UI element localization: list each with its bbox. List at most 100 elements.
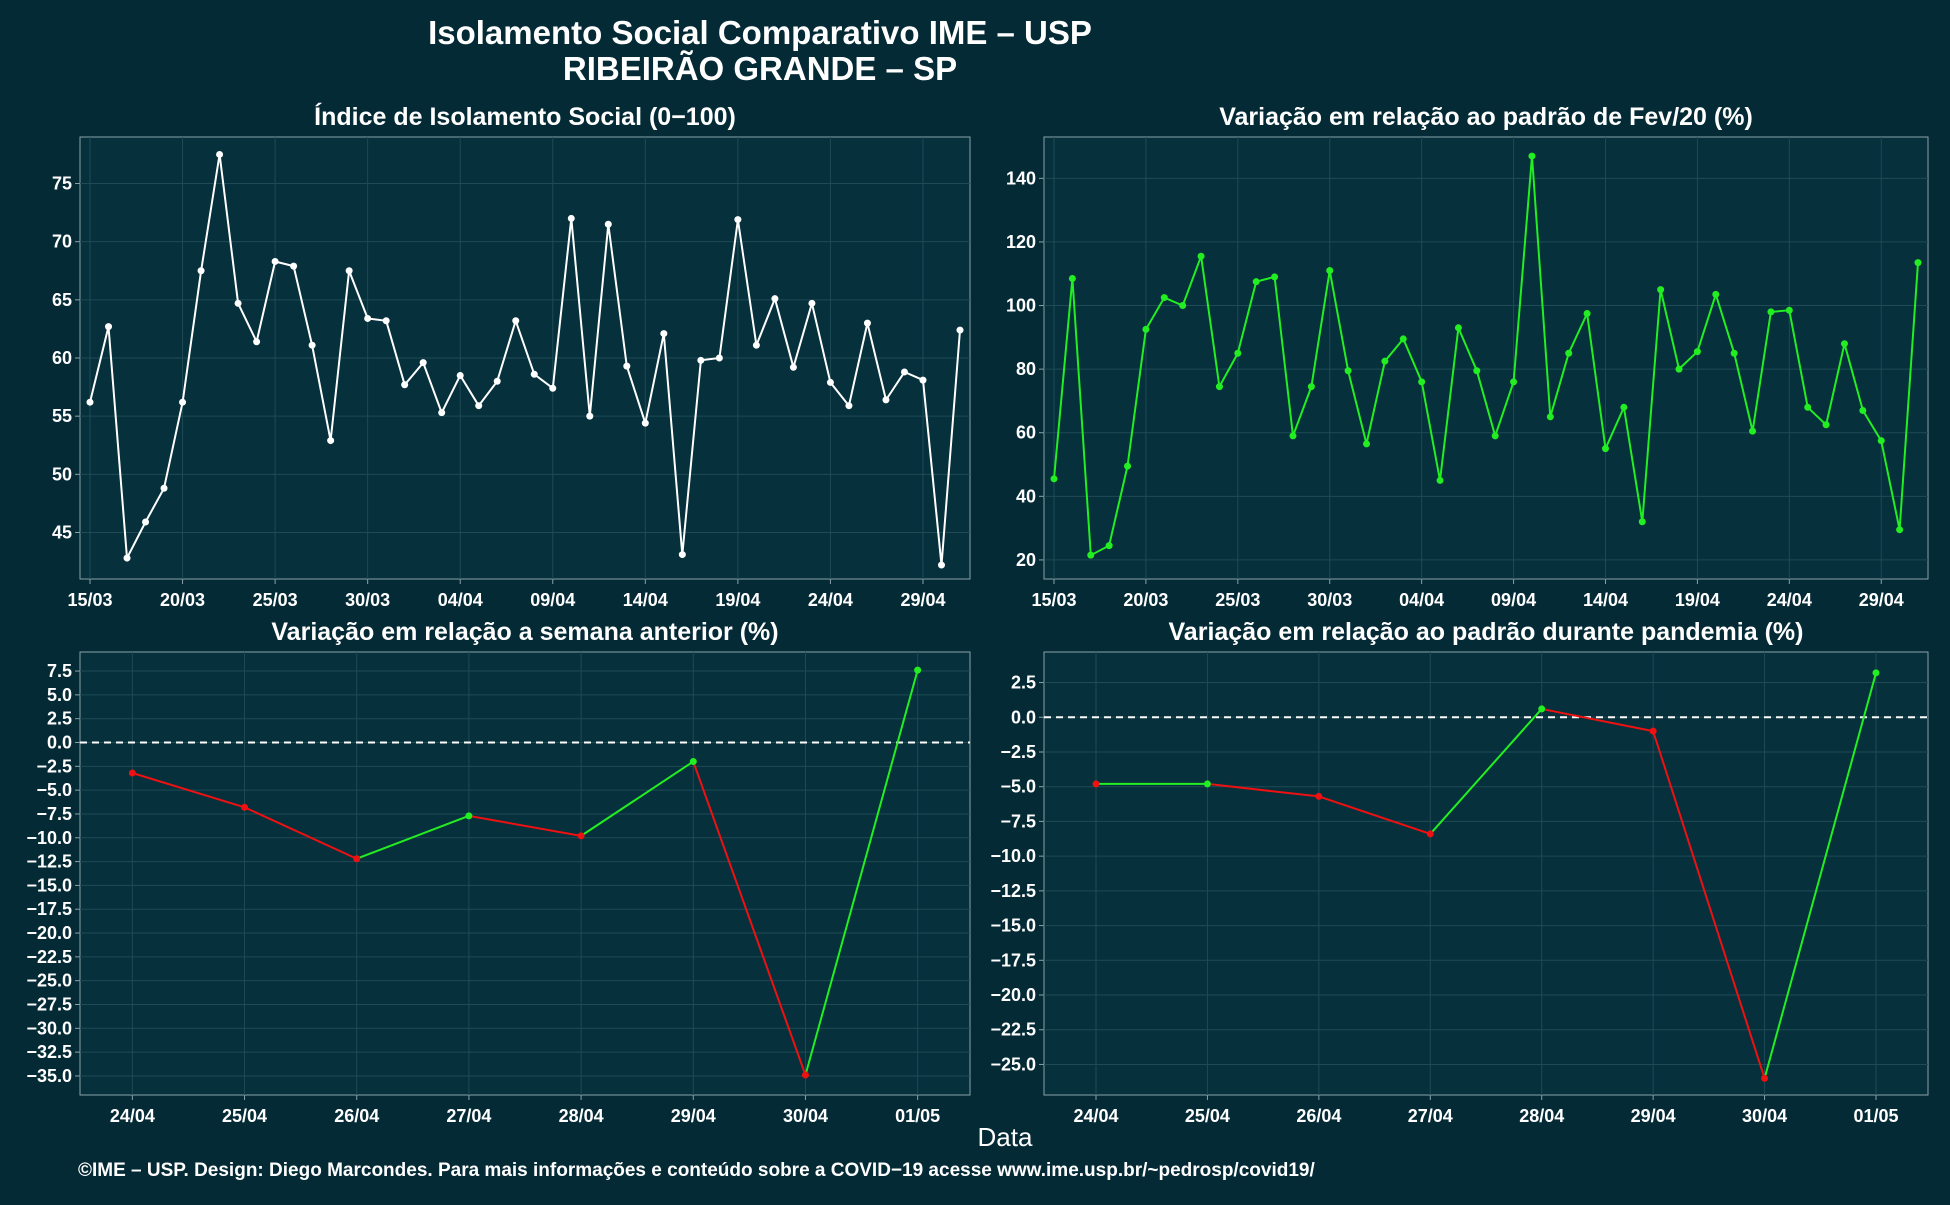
y-tick-label: 65: [52, 290, 72, 310]
y-tick-label: 45: [52, 522, 72, 542]
data-point: [577, 832, 585, 840]
series-segment: [1541, 707, 1654, 733]
x-tick-label: 04/04: [1399, 590, 1444, 610]
x-tick-label: 30/04: [1742, 1106, 1787, 1126]
data-point: [1546, 413, 1554, 421]
data-point: [128, 769, 136, 777]
data-point: [1344, 367, 1352, 375]
data-point: [253, 338, 261, 346]
x-tick-label: 01/05: [895, 1106, 940, 1126]
panel-3: Variação em relação a semana anterior (%…: [26, 618, 971, 1126]
y-tick-label: −12.5: [26, 852, 72, 872]
data-point: [197, 267, 205, 275]
data-point: [1675, 365, 1683, 373]
panel-title: Índice de Isolamento Social (0−100): [314, 102, 736, 131]
data-point: [549, 384, 557, 392]
x-tick-label: 20/03: [1123, 590, 1168, 610]
data-point: [678, 551, 686, 559]
data-point: [1454, 324, 1462, 332]
y-tick-label: 2.5: [47, 709, 72, 729]
x-tick-label: 30/03: [1307, 590, 1352, 610]
x-tick-label: 15/03: [67, 590, 112, 610]
x-tick-label: 19/04: [715, 590, 760, 610]
data-point: [1822, 421, 1830, 429]
y-tick-label: −22.5: [26, 947, 72, 967]
series-segment: [132, 772, 245, 809]
data-point: [1840, 340, 1848, 348]
series-line: [89, 154, 961, 566]
data-point: [1620, 403, 1628, 411]
plot-area: [1043, 651, 1929, 1096]
data-point: [1804, 403, 1812, 411]
data-point: [345, 267, 353, 275]
data-point: [1896, 526, 1904, 534]
data-point: [752, 341, 760, 349]
y-tick-label: −32.5: [26, 1042, 72, 1062]
data-point: [308, 341, 316, 349]
data-point: [808, 299, 816, 307]
data-point: [401, 381, 409, 389]
y-tick-label: −25.0: [990, 1054, 1036, 1074]
y-tick-label: −35.0: [26, 1066, 72, 1086]
series-segment: [1429, 708, 1543, 835]
x-tick-label: 30/04: [783, 1106, 828, 1126]
y-tick-label: −12.5: [990, 881, 1036, 901]
data-point: [493, 377, 501, 385]
data-point: [234, 299, 242, 307]
data-point: [530, 370, 538, 378]
y-tick-label: 80: [1016, 359, 1036, 379]
y-tick-label: 5.0: [47, 685, 72, 705]
y-tick-label: −5.0: [1000, 777, 1036, 797]
data-point: [660, 330, 668, 338]
data-point: [1142, 325, 1150, 333]
y-tick-label: −25.0: [26, 971, 72, 991]
y-tick-label: −20.0: [26, 923, 72, 943]
data-point: [1418, 378, 1426, 386]
y-tick-label: 20: [1016, 550, 1036, 570]
data-point: [1528, 152, 1536, 160]
panel-title: Variação em relação ao padrão de Fev/20 …: [1219, 103, 1753, 131]
y-tick-label: 100: [1006, 296, 1036, 316]
data-point: [1160, 294, 1168, 302]
x-tick-label: 19/04: [1675, 590, 1720, 610]
data-point: [1234, 349, 1242, 357]
y-tick-label: 60: [52, 348, 72, 368]
data-point: [1538, 705, 1546, 713]
y-tick-label: −7.5: [36, 804, 72, 824]
data-point: [697, 356, 705, 364]
y-tick-label: 50: [52, 464, 72, 484]
data-point: [826, 378, 834, 386]
data-point: [1092, 780, 1100, 788]
series-segment: [356, 814, 470, 860]
data-point: [1712, 290, 1720, 298]
x-tick-label: 09/04: [1491, 590, 1536, 610]
x-tick-label: 20/03: [160, 590, 205, 610]
data-point: [438, 409, 446, 417]
panel-title: Variação em relação ao padrão durante pa…: [1169, 618, 1804, 646]
data-point: [1473, 367, 1481, 375]
data-point: [1363, 440, 1371, 448]
data-point: [1914, 259, 1922, 267]
data-point: [1068, 275, 1076, 283]
data-point: [1087, 551, 1095, 559]
data-point: [567, 214, 575, 222]
panel-4: Variação em relação ao padrão durante pa…: [990, 618, 1929, 1126]
figure-title: Isolamento Social Comparativo IME – USP: [428, 14, 1092, 51]
x-axis-title: Data: [978, 1122, 1033, 1152]
data-point: [1859, 406, 1867, 414]
data-point: [715, 354, 723, 362]
data-point: [1315, 792, 1323, 800]
data-point: [1877, 437, 1885, 445]
data-point: [1203, 780, 1211, 788]
x-tick-label: 24/04: [808, 590, 853, 610]
x-tick-label: 26/04: [1296, 1106, 1341, 1126]
data-point: [789, 363, 797, 371]
x-tick-label: 26/04: [334, 1106, 379, 1126]
series-segment: [1318, 795, 1431, 835]
data-point: [900, 368, 908, 376]
series-segment: [468, 814, 582, 837]
data-point: [364, 314, 372, 322]
footer-credit: ©IME – USP. Design: Diego Marcondes. Par…: [78, 1160, 1315, 1181]
y-tick-label: −5.0: [36, 780, 72, 800]
